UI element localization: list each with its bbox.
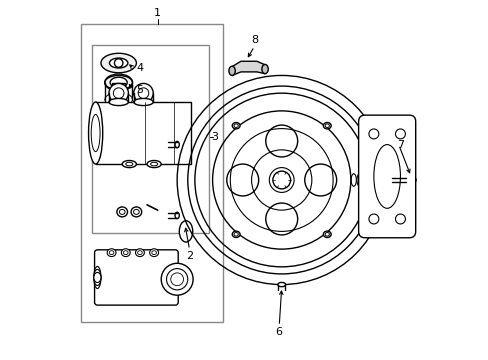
Circle shape: [395, 129, 405, 139]
Ellipse shape: [262, 64, 268, 74]
Ellipse shape: [109, 99, 128, 105]
Bar: [112, 82, 125, 100]
Polygon shape: [232, 61, 264, 76]
Ellipse shape: [147, 161, 161, 168]
Ellipse shape: [113, 88, 124, 99]
Text: 6: 6: [275, 327, 282, 337]
Ellipse shape: [125, 162, 133, 166]
FancyBboxPatch shape: [358, 115, 415, 238]
Ellipse shape: [88, 102, 102, 164]
Circle shape: [368, 129, 378, 139]
Ellipse shape: [234, 124, 238, 127]
FancyBboxPatch shape: [94, 250, 178, 305]
Circle shape: [114, 59, 122, 67]
Ellipse shape: [137, 251, 142, 255]
Ellipse shape: [234, 233, 238, 236]
Ellipse shape: [323, 231, 330, 238]
Ellipse shape: [179, 221, 192, 242]
Ellipse shape: [133, 210, 139, 215]
Ellipse shape: [123, 251, 128, 255]
Bar: [92, 45, 209, 233]
Ellipse shape: [109, 251, 114, 255]
Circle shape: [395, 214, 405, 224]
Ellipse shape: [228, 66, 235, 76]
Ellipse shape: [121, 249, 130, 257]
Ellipse shape: [91, 114, 100, 152]
Ellipse shape: [149, 249, 158, 257]
Text: 4: 4: [136, 63, 143, 73]
Ellipse shape: [109, 84, 128, 103]
Ellipse shape: [325, 124, 329, 127]
Circle shape: [170, 273, 183, 285]
Ellipse shape: [232, 122, 240, 129]
Text: 3: 3: [210, 132, 218, 143]
Ellipse shape: [131, 207, 142, 217]
Circle shape: [368, 214, 378, 224]
Ellipse shape: [101, 53, 136, 73]
Ellipse shape: [110, 77, 127, 88]
Ellipse shape: [135, 249, 144, 257]
Ellipse shape: [133, 84, 153, 103]
Ellipse shape: [107, 249, 116, 257]
Ellipse shape: [109, 58, 128, 68]
Ellipse shape: [151, 251, 156, 255]
Ellipse shape: [104, 74, 132, 91]
Text: 5: 5: [136, 85, 143, 95]
Text: 8: 8: [250, 35, 258, 45]
Ellipse shape: [150, 162, 157, 166]
Ellipse shape: [94, 266, 101, 288]
Circle shape: [166, 269, 187, 290]
Ellipse shape: [175, 141, 179, 148]
Bar: [81, 24, 223, 322]
Ellipse shape: [122, 161, 136, 168]
Circle shape: [161, 263, 193, 295]
Ellipse shape: [406, 176, 415, 184]
Ellipse shape: [94, 273, 101, 283]
Ellipse shape: [277, 283, 285, 287]
Ellipse shape: [373, 145, 400, 208]
Ellipse shape: [323, 122, 330, 129]
Ellipse shape: [232, 231, 240, 238]
Ellipse shape: [133, 99, 153, 105]
Circle shape: [272, 171, 290, 189]
Text: 2: 2: [185, 251, 193, 261]
Ellipse shape: [138, 88, 148, 99]
Text: 7: 7: [396, 140, 403, 149]
Ellipse shape: [94, 269, 101, 285]
Ellipse shape: [175, 212, 179, 219]
Ellipse shape: [117, 207, 127, 217]
Ellipse shape: [325, 233, 329, 236]
FancyBboxPatch shape: [96, 102, 191, 164]
Text: 1: 1: [154, 8, 161, 18]
Ellipse shape: [119, 210, 125, 215]
